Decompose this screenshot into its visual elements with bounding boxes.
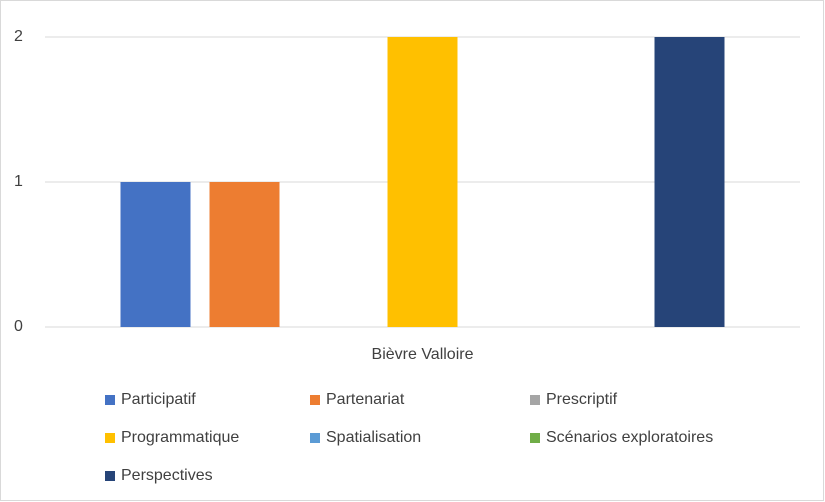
- y-tick-label: 2: [14, 28, 23, 45]
- bar: [654, 37, 725, 327]
- legend-label: Programmatique: [121, 429, 239, 446]
- legend-swatch: [310, 395, 320, 405]
- legend-label: Scénarios exploratoires: [546, 429, 713, 446]
- legend-label: Spatialisation: [326, 429, 421, 446]
- bar: [120, 182, 191, 327]
- legend-swatch: [105, 433, 115, 443]
- bar: [209, 182, 280, 327]
- legend-label: Partenariat: [326, 391, 405, 408]
- y-tick-label: 0: [14, 318, 23, 335]
- legend-swatch: [530, 395, 540, 405]
- legend-swatch: [310, 433, 320, 443]
- legend-swatch: [105, 395, 115, 405]
- y-tick-label: 1: [14, 173, 23, 190]
- legend-label: Perspectives: [121, 467, 213, 484]
- legend-label: Prescriptif: [546, 391, 618, 408]
- legend-label: Participatif: [121, 391, 196, 408]
- bar: [387, 37, 458, 327]
- x-tick-label: Bièvre Valloire: [372, 346, 474, 363]
- legend-swatch: [530, 433, 540, 443]
- legend-swatch: [105, 471, 115, 481]
